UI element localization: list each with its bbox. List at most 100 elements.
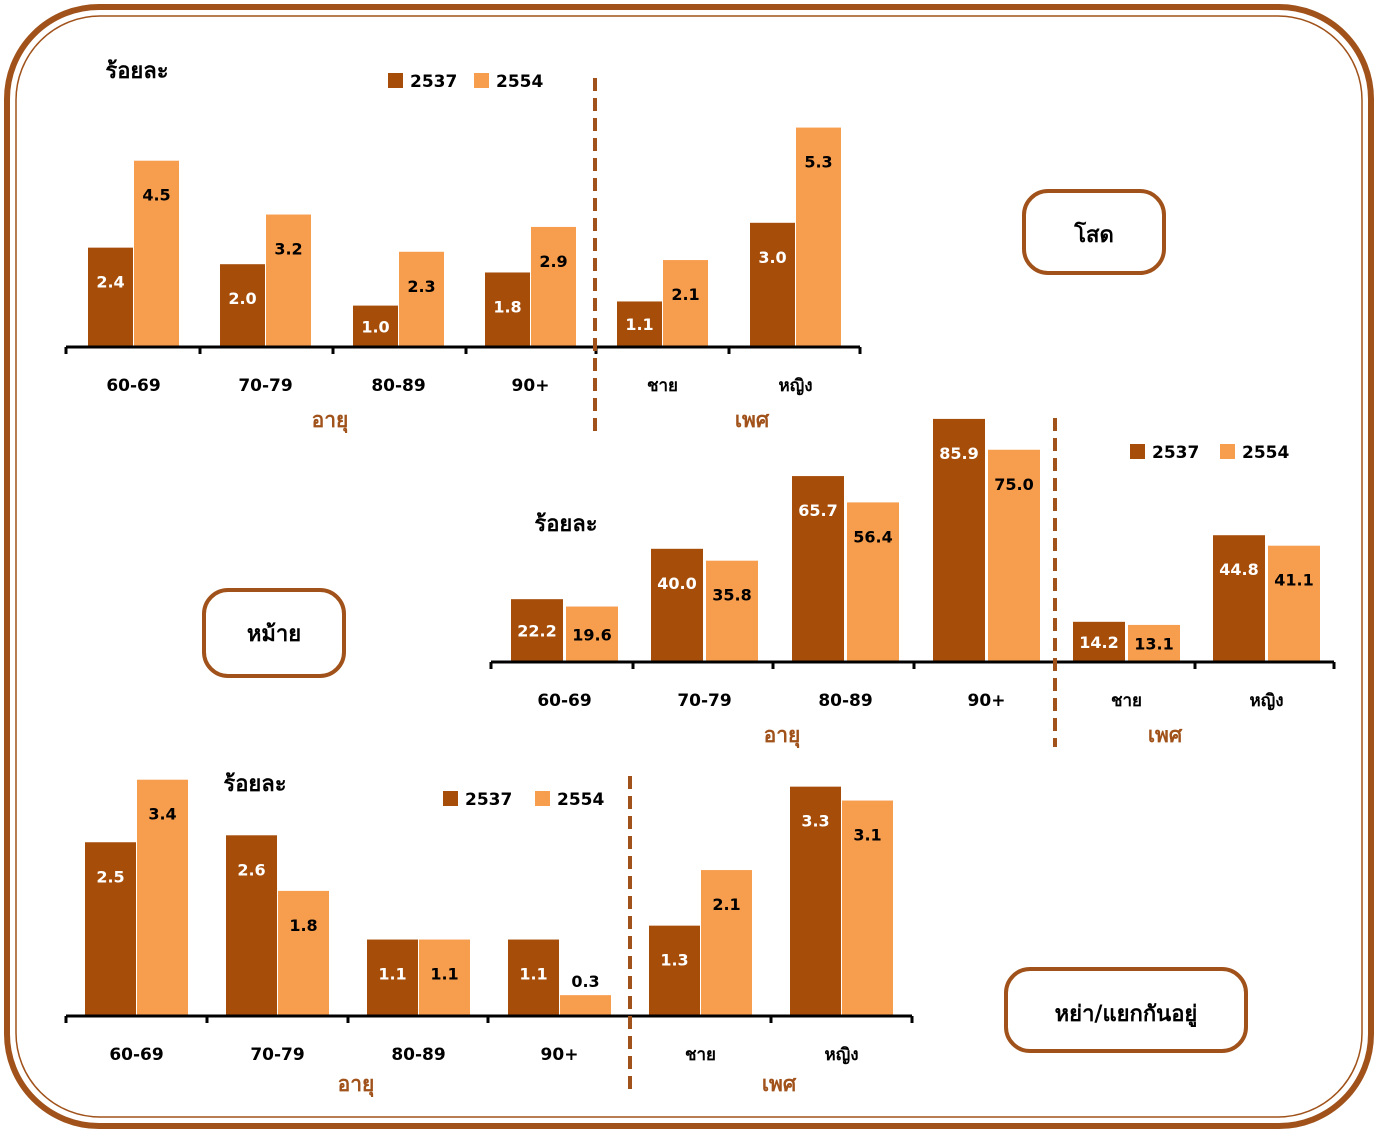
bar-2554-90+ [988, 449, 1040, 662]
bar-2554-หญิง [796, 127, 841, 347]
tick-label-60-69: 60-69 [109, 1045, 163, 1065]
bar-2537-ชาย [617, 301, 662, 347]
tick-label-80-89: 80-89 [818, 691, 872, 711]
status-box-label: หย่า/แยกกันอยู่ [1055, 1002, 1198, 1028]
bar-2537-ชาย [649, 925, 700, 1016]
value-label-2554-60-69: 3.4 [148, 805, 176, 824]
charts-layer: 2.4 4.5 60-69 2.0 3.2 70-79 1.0 2.3 80-89 1.8 2.9 9… [64, 59, 1336, 1098]
chart-divorced: 2.5 3.4 60-69 2.6 1.8 70-79 1.1 1.1 80-89 1.1 0.3 9… [64, 772, 1248, 1098]
bar-2554-80-89 [399, 251, 444, 347]
tick-label-70-79: 70-79 [238, 376, 292, 396]
bar-2537-90+ [933, 418, 985, 662]
inner-frame [15, 15, 1363, 1118]
value-label-2554-60-69: 19.6 [572, 625, 611, 644]
status-box [1022, 189, 1166, 275]
y-axis-label: ร้อยละ [223, 772, 286, 797]
tick-label-ชาย: ชาย [1111, 691, 1142, 711]
value-label-2537-70-79: 40.0 [657, 574, 696, 593]
value-label-2537-หญิง: 3.0 [758, 248, 786, 267]
value-label-2537-ชาย: 1.1 [625, 315, 653, 334]
tick-label-90+: 90+ [512, 376, 550, 396]
group-label-1: เพศ [1148, 723, 1183, 747]
status-box [202, 588, 346, 678]
legend-swatch-2537 [1130, 444, 1145, 459]
value-label-2537-ชาย: 1.3 [660, 951, 688, 970]
status-box [1004, 967, 1248, 1053]
bar-2537-80-89 [367, 939, 418, 1016]
value-label-2537-60-69: 22.2 [517, 622, 556, 641]
outer-frame [4, 4, 1374, 1129]
value-label-2554-90+: 0.3 [571, 972, 599, 991]
bar-2554-ชาย [701, 870, 752, 1016]
value-label-2537-ชาย: 14.2 [1079, 633, 1118, 652]
value-label-2537-80-89: 1.1 [378, 965, 406, 984]
tick-label-80-89: 80-89 [391, 1045, 445, 1065]
group-label-0: อายุ [338, 1072, 375, 1098]
bar-2537-ชาย [1073, 621, 1125, 662]
legend-label-2537: 2537 [465, 790, 512, 810]
tick-label-ชาย: ชาย [647, 376, 678, 396]
value-label-2554-70-79: 35.8 [712, 586, 751, 605]
bar-2554-70-79 [266, 214, 311, 347]
value-label-2554-60-69: 4.5 [142, 186, 170, 205]
value-label-2554-หญิง: 41.1 [1274, 571, 1313, 590]
value-label-2537-หญิง: 44.8 [1219, 560, 1258, 579]
tick-label-90+: 90+ [968, 691, 1006, 711]
value-label-2554-ชาย: 13.1 [1134, 634, 1173, 653]
legend-label-2537: 2537 [1152, 443, 1199, 463]
bar-2554-60-69 [134, 160, 179, 347]
tick-label-หญิง: หญิง [779, 376, 813, 396]
bar-2537-70-79 [651, 548, 703, 662]
bar-2537-60-69 [85, 842, 136, 1016]
value-label-2554-ชาย: 2.1 [671, 285, 699, 304]
bar-2537-70-79 [226, 835, 277, 1016]
value-label-2537-90+: 85.9 [939, 444, 978, 463]
bar-2537-90+ [508, 939, 559, 1016]
legend-label-2554: 2554 [557, 790, 604, 810]
value-label-2537-80-89: 1.0 [361, 317, 389, 336]
bar-2537-80-89 [792, 476, 844, 662]
value-label-2554-90+: 2.9 [539, 252, 567, 271]
chart-widowed: 22.2 19.6 60-69 40.0 35.8 70-79 65.7 56.4 80-89 8… [202, 418, 1336, 749]
value-label-2537-60-69: 2.5 [96, 867, 124, 886]
group-label-0: อายุ [764, 723, 801, 749]
bar-2554-70-79 [278, 890, 329, 1016]
bar-2554-80-89 [419, 939, 470, 1016]
bar-2537-70-79 [220, 264, 265, 347]
tick-label-90+: 90+ [541, 1045, 579, 1065]
bar-2554-90+ [531, 226, 576, 347]
value-label-2554-ชาย: 2.1 [712, 895, 740, 914]
bar-2537-80-89 [353, 305, 398, 347]
bar-2554-ชาย [663, 260, 708, 347]
value-label-2537-60-69: 2.4 [96, 273, 124, 292]
group-label-1: เพศ [762, 1072, 797, 1096]
value-label-2537-70-79: 2.6 [237, 860, 265, 879]
chart-single: 2.4 4.5 60-69 2.0 3.2 70-79 1.0 2.3 80-89 1.8 2.9 9… [64, 59, 1166, 437]
tick-label-80-89: 80-89 [371, 376, 425, 396]
value-label-2554-หญิง: 5.3 [804, 153, 832, 172]
tick-label-70-79: 70-79 [677, 691, 731, 711]
legend-label-2537: 2537 [410, 72, 457, 92]
tick-label-หญิง: หญิง [1250, 691, 1284, 711]
legend-label-2554: 2554 [1242, 443, 1289, 463]
value-label-2537-90+: 1.1 [519, 965, 547, 984]
y-axis-label: ร้อยละ [105, 59, 168, 84]
bar-2537-60-69 [88, 247, 133, 347]
tick-label-70-79: 70-79 [250, 1045, 304, 1065]
bar-2537-หญิง [1213, 535, 1265, 662]
value-label-2554-80-89: 56.4 [853, 527, 892, 546]
value-label-2554-80-89: 1.1 [430, 965, 458, 984]
bar-2554-70-79 [706, 560, 758, 662]
legend-swatch-2537 [443, 791, 458, 806]
legend-swatch-2554 [474, 73, 489, 88]
value-label-2537-70-79: 2.0 [228, 289, 256, 308]
bar-2554-80-89 [847, 502, 899, 662]
bar-2537-60-69 [511, 599, 563, 662]
value-label-2554-หญิง: 3.1 [853, 826, 881, 845]
bar-2554-ชาย [1128, 624, 1180, 662]
tick-label-60-69: 60-69 [106, 376, 160, 396]
status-box-label: โสด [1073, 221, 1114, 248]
group-label-1: เพศ [735, 408, 770, 432]
value-label-2537-80-89: 65.7 [798, 501, 837, 520]
group-label-0: อายุ [312, 408, 349, 434]
